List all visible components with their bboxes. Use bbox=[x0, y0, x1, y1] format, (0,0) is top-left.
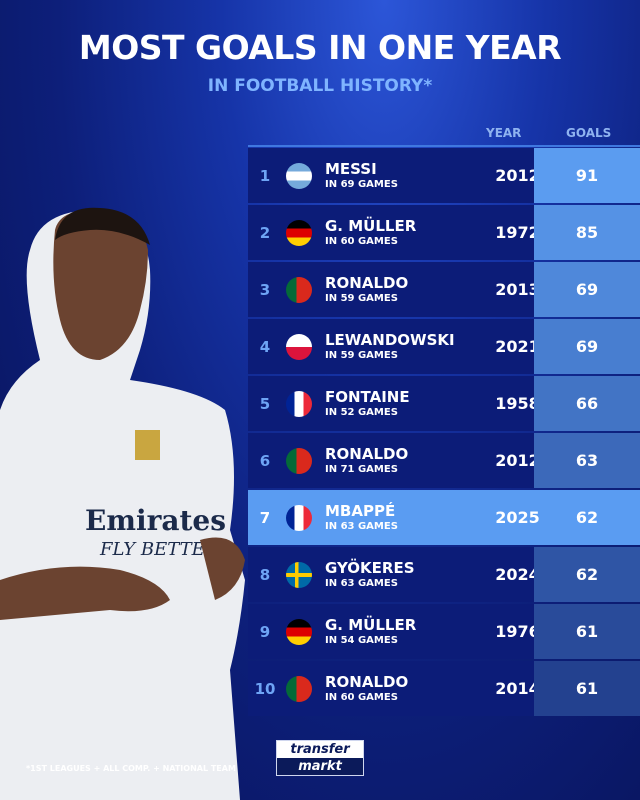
year: 2013 bbox=[495, 280, 540, 299]
player-name: MESSI bbox=[325, 159, 377, 178]
table-row: 6 RONALDO IN 71 GAMES 2012 63 bbox=[248, 433, 640, 488]
svg-text:Emirates: Emirates bbox=[85, 504, 226, 537]
goals: 62 bbox=[575, 508, 599, 527]
player-name: FONTAINE bbox=[325, 387, 410, 406]
table-row: 3 RONALDO IN 59 GAMES 2013 69 bbox=[248, 262, 640, 317]
games-count: IN 71 GAMES bbox=[325, 463, 398, 475]
player-name: RONALDO bbox=[325, 444, 409, 463]
year: 2021 bbox=[495, 337, 540, 356]
year: 1972 bbox=[495, 223, 540, 242]
rank: 6 bbox=[259, 451, 271, 470]
table-row: 1 MESSI IN 69 GAMES 2012 91 bbox=[248, 148, 640, 203]
player-name: RONALDO bbox=[325, 672, 409, 691]
games-count: IN 60 GAMES bbox=[325, 235, 398, 247]
column-header-goals: GOALS bbox=[566, 126, 612, 140]
flag-france-icon bbox=[286, 390, 312, 417]
player-info: MBAPPÉ IN 63 GAMES bbox=[325, 502, 475, 534]
goals: 61 bbox=[534, 661, 640, 716]
year: 2014 bbox=[495, 679, 540, 698]
flag-poland-icon bbox=[286, 333, 312, 360]
rank: 1 bbox=[259, 166, 271, 185]
flag-portugal-icon bbox=[286, 276, 312, 303]
header-divider bbox=[248, 145, 640, 147]
table-row: 9 G. MÜLLER IN 54 GAMES 1976 61 bbox=[248, 604, 640, 659]
table-row: 8 GYÖKERES IN 63 GAMES 2024 62 bbox=[248, 547, 640, 602]
player-photo: Emirates FLY BETTE bbox=[0, 207, 245, 800]
year: 2024 bbox=[495, 565, 540, 584]
player-name: RONALDO bbox=[325, 273, 409, 292]
player-info: LEWANDOWSKI IN 59 GAMES bbox=[325, 331, 475, 363]
year: 2025 bbox=[495, 508, 540, 527]
transfermarkt-logo: transfer markt bbox=[276, 740, 364, 776]
games-count: IN 54 GAMES bbox=[325, 634, 398, 646]
flag-germany-icon bbox=[286, 618, 312, 645]
year: 2012 bbox=[495, 451, 540, 470]
flag-portugal-icon bbox=[286, 675, 312, 702]
goals: 69 bbox=[534, 319, 640, 374]
games-count: IN 63 GAMES bbox=[325, 577, 398, 589]
page-subtitle: IN FOOTBALL HISTORY* bbox=[207, 76, 433, 96]
goals: 63 bbox=[534, 433, 640, 488]
player-info: G. MÜLLER IN 54 GAMES bbox=[325, 616, 475, 648]
goals: 91 bbox=[534, 148, 640, 203]
rank: 5 bbox=[259, 394, 271, 413]
player-name: LEWANDOWSKI bbox=[325, 330, 455, 349]
player-name: GYÖKERES bbox=[325, 558, 415, 577]
table-row: 2 G. MÜLLER IN 60 GAMES 1972 85 bbox=[248, 205, 640, 260]
table-row: 10 RONALDO IN 60 GAMES 2014 61 bbox=[248, 661, 640, 716]
player-info: RONALDO IN 60 GAMES bbox=[325, 673, 475, 705]
player-name: G. MÜLLER bbox=[325, 615, 417, 634]
logo-line2: markt bbox=[298, 759, 342, 774]
flag-france-icon bbox=[286, 504, 312, 531]
rank: 9 bbox=[259, 622, 271, 641]
rank: 7 bbox=[259, 508, 271, 527]
flag-argentina-icon bbox=[286, 162, 312, 189]
column-header-year: YEAR bbox=[486, 126, 522, 140]
player-info: G. MÜLLER IN 60 GAMES bbox=[325, 217, 475, 249]
goals: 62 bbox=[534, 547, 640, 602]
rank: 8 bbox=[259, 565, 271, 584]
games-count: IN 63 GAMES bbox=[325, 520, 398, 532]
player-name: G. MÜLLER bbox=[325, 216, 417, 235]
goals: 61 bbox=[534, 604, 640, 659]
games-count: IN 69 GAMES bbox=[325, 178, 398, 190]
games-count: IN 59 GAMES bbox=[325, 349, 398, 361]
table-row: 4 LEWANDOWSKI IN 59 GAMES 2021 69 bbox=[248, 319, 640, 374]
table-row: 7 MBAPPÉ IN 63 GAMES 2025 62 bbox=[248, 490, 640, 545]
flag-germany-icon bbox=[286, 219, 312, 246]
logo-line1: transfer bbox=[277, 741, 363, 758]
player-info: RONALDO IN 59 GAMES bbox=[325, 274, 475, 306]
goals: 69 bbox=[534, 262, 640, 317]
rank: 10 bbox=[254, 679, 276, 698]
player-info: FONTAINE IN 52 GAMES bbox=[325, 388, 475, 420]
games-count: IN 59 GAMES bbox=[325, 292, 398, 304]
rank: 2 bbox=[259, 223, 271, 242]
rank: 3 bbox=[259, 280, 271, 299]
footnote: *1ST LEAGUES + ALL COMP. + NATIONAL TEAM bbox=[26, 764, 236, 773]
flag-sweden-icon bbox=[286, 561, 312, 588]
goals: 85 bbox=[534, 205, 640, 260]
rank: 4 bbox=[259, 337, 271, 356]
player-info: RONALDO IN 71 GAMES bbox=[325, 445, 475, 477]
year: 1958 bbox=[495, 394, 540, 413]
games-count: IN 52 GAMES bbox=[325, 406, 398, 418]
page-title: MOST GOALS IN ONE YEAR bbox=[78, 28, 562, 67]
goals: 66 bbox=[534, 376, 640, 431]
year: 1976 bbox=[495, 622, 540, 641]
svg-text:FLY BETTE: FLY BETTE bbox=[99, 539, 205, 560]
player-info: GYÖKERES IN 63 GAMES bbox=[325, 559, 475, 591]
player-info: MESSI IN 69 GAMES bbox=[325, 160, 475, 192]
games-count: IN 60 GAMES bbox=[325, 691, 398, 703]
flag-portugal-icon bbox=[286, 447, 312, 474]
year: 2012 bbox=[495, 166, 540, 185]
player-name: MBAPPÉ bbox=[325, 501, 396, 520]
table-row: 5 FONTAINE IN 52 GAMES 1958 66 bbox=[248, 376, 640, 431]
